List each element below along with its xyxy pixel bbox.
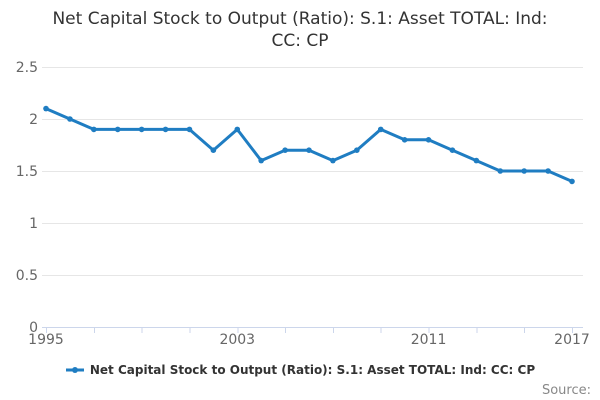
chart-title: Net Capital Stock to Output (Ratio): S.1… bbox=[0, 8, 600, 52]
data-point-marker[interactable] bbox=[569, 178, 575, 185]
gridlines bbox=[42, 67, 583, 328]
y-axis-label: 2 bbox=[29, 112, 38, 128]
legend: Net Capital Stock to Output (Ratio): S.1… bbox=[0, 363, 600, 377]
data-point-marker[interactable] bbox=[234, 126, 241, 133]
data-point-marker[interactable] bbox=[91, 126, 97, 133]
data-point-marker[interactable] bbox=[449, 147, 456, 153]
legend-label: Net Capital Stock to Output (Ratio): S.1… bbox=[89, 363, 536, 377]
data-point-marker[interactable] bbox=[330, 157, 336, 164]
x-axis-label: 1995 bbox=[28, 332, 64, 348]
data-point-marker[interactable] bbox=[282, 147, 288, 153]
y-axis-label: 0.5 bbox=[16, 268, 38, 284]
y-axis-label: 1 bbox=[29, 216, 38, 232]
x-axis-label: 2003 bbox=[219, 332, 255, 348]
data-point-marker[interactable] bbox=[138, 126, 145, 133]
data-point-marker[interactable] bbox=[401, 137, 408, 143]
x-axis-labels: 1995 2003 2011 2017 bbox=[28, 332, 590, 348]
data-point-marker[interactable] bbox=[67, 116, 73, 122]
series-markers bbox=[43, 105, 575, 185]
data-point-marker[interactable] bbox=[521, 168, 527, 174]
x-axis-ticks bbox=[46, 328, 573, 333]
data-point-marker[interactable] bbox=[354, 147, 360, 153]
data-point-marker[interactable] bbox=[258, 157, 264, 164]
data-point-marker[interactable] bbox=[162, 126, 169, 133]
data-point-marker[interactable] bbox=[306, 147, 312, 153]
data-point-marker[interactable] bbox=[43, 105, 49, 112]
data-point-marker[interactable] bbox=[425, 137, 432, 143]
plot-area[interactable]: 0 0.5 1 1.5 2 2.5 1995 2003 2011 2017 bbox=[0, 55, 600, 355]
data-point-marker[interactable] bbox=[210, 147, 217, 153]
y-axis-label: 2.5 bbox=[16, 60, 38, 76]
legend-line-marker-icon bbox=[65, 367, 84, 373]
chart-title-line2: CC: CP bbox=[271, 31, 329, 51]
data-point-marker[interactable] bbox=[473, 157, 480, 164]
data-point-marker[interactable] bbox=[114, 126, 121, 133]
data-point-marker[interactable] bbox=[186, 126, 193, 133]
source-label: Source: bbox=[541, 383, 591, 398]
y-axis-labels: 0 0.5 1 1.5 2 2.5 bbox=[16, 60, 38, 336]
legend-item[interactable]: Net Capital Stock to Output (Ratio): S.1… bbox=[65, 363, 535, 377]
y-axis-label: 1.5 bbox=[16, 164, 38, 180]
y-axis-label: 0 bbox=[29, 320, 38, 336]
x-axis-label: 2017 bbox=[554, 332, 590, 348]
chart-title-line1: Net Capital Stock to Output (Ratio): S.1… bbox=[52, 9, 548, 29]
data-point-marker[interactable] bbox=[377, 126, 384, 133]
data-point-marker[interactable] bbox=[497, 168, 504, 174]
x-axis-label: 2011 bbox=[411, 332, 447, 348]
data-point-marker[interactable] bbox=[545, 168, 551, 174]
